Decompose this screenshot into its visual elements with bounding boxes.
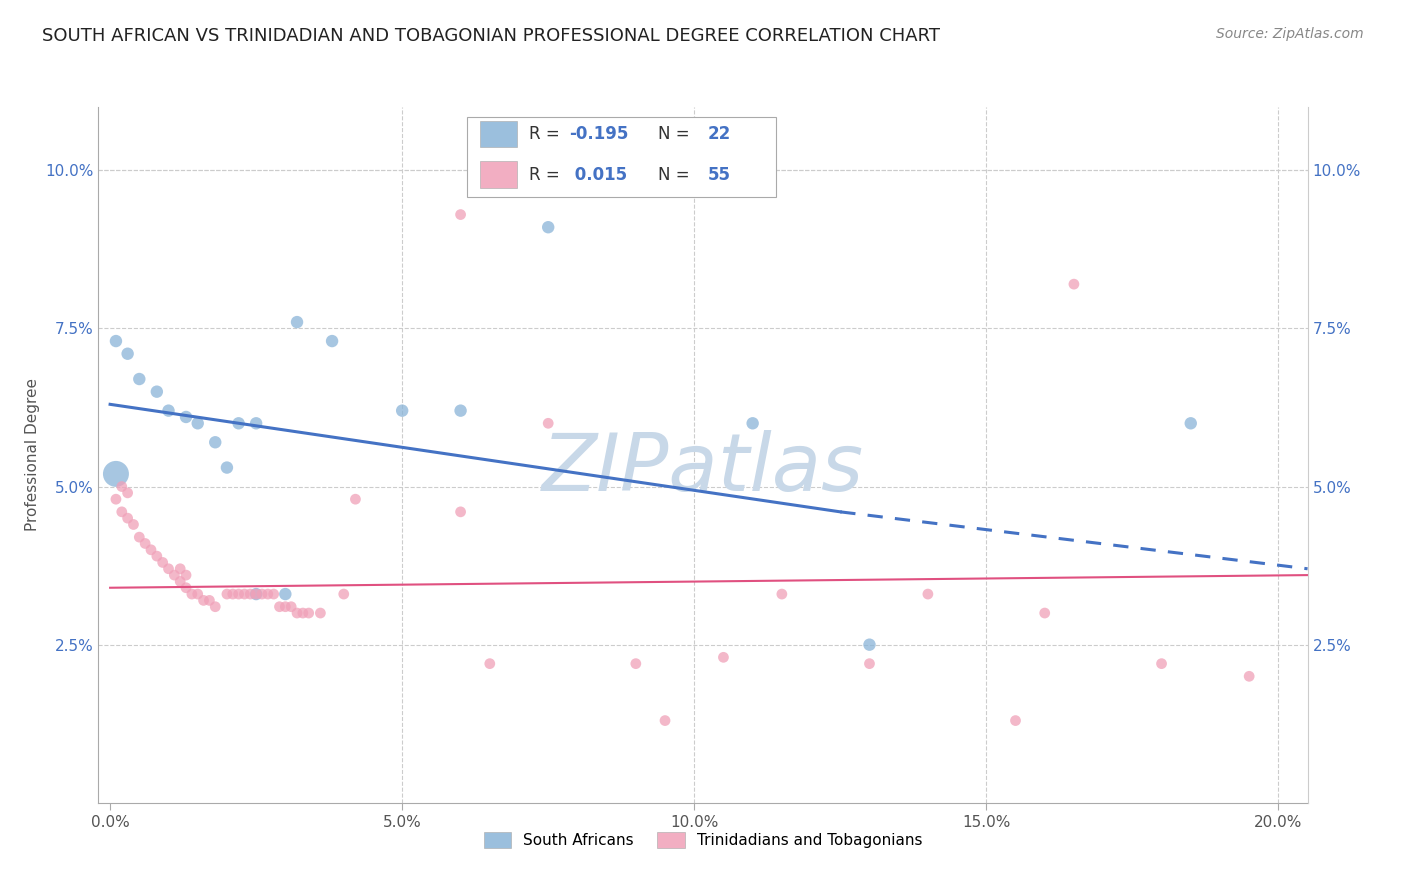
- Point: [146, 549, 169, 563]
- Point: [274, 587, 297, 601]
- Text: -0.195: -0.195: [569, 125, 628, 143]
- Point: [117, 511, 139, 525]
- FancyBboxPatch shape: [467, 118, 776, 197]
- Point: [309, 606, 332, 620]
- Point: [193, 593, 215, 607]
- Point: [344, 492, 367, 507]
- Point: [169, 562, 191, 576]
- Point: [104, 467, 127, 481]
- Point: [228, 417, 250, 431]
- Point: [450, 208, 472, 222]
- Point: [858, 638, 880, 652]
- Point: [332, 587, 354, 601]
- Point: [1150, 657, 1173, 671]
- Point: [274, 599, 297, 614]
- Point: [1237, 669, 1260, 683]
- Point: [1033, 606, 1056, 620]
- Point: [139, 542, 162, 557]
- Point: [537, 417, 560, 431]
- Point: [180, 587, 202, 601]
- Point: [146, 384, 169, 399]
- Point: [111, 505, 134, 519]
- Point: [111, 479, 134, 493]
- Point: [198, 593, 221, 607]
- Point: [391, 403, 413, 417]
- Point: [104, 492, 127, 507]
- Point: [250, 587, 273, 601]
- Text: SOUTH AFRICAN VS TRINIDADIAN AND TOBAGONIAN PROFESSIONAL DEGREE CORRELATION CHAR: SOUTH AFRICAN VS TRINIDADIAN AND TOBAGON…: [42, 27, 941, 45]
- Point: [1180, 417, 1202, 431]
- Point: [280, 599, 302, 614]
- Point: [291, 606, 314, 620]
- Point: [233, 587, 256, 601]
- Point: [245, 417, 267, 431]
- Point: [128, 530, 150, 544]
- Point: [134, 536, 156, 550]
- Point: [128, 372, 150, 386]
- Point: [917, 587, 939, 601]
- Point: [215, 460, 238, 475]
- Point: [157, 403, 180, 417]
- FancyBboxPatch shape: [479, 120, 516, 147]
- Text: R =: R =: [529, 125, 565, 143]
- Point: [204, 435, 226, 450]
- Point: [298, 606, 321, 620]
- Point: [450, 505, 472, 519]
- Point: [269, 599, 291, 614]
- Point: [858, 657, 880, 671]
- Point: [741, 417, 763, 431]
- Point: [222, 587, 245, 601]
- Point: [770, 587, 793, 601]
- Point: [174, 581, 197, 595]
- Point: [204, 599, 226, 614]
- Text: N =: N =: [658, 125, 695, 143]
- Point: [624, 657, 647, 671]
- Point: [285, 606, 308, 620]
- FancyBboxPatch shape: [479, 161, 516, 188]
- Y-axis label: Professional Degree: Professional Degree: [25, 378, 39, 532]
- Point: [1063, 277, 1085, 292]
- Text: N =: N =: [658, 166, 695, 184]
- Point: [713, 650, 735, 665]
- Text: Source: ZipAtlas.com: Source: ZipAtlas.com: [1216, 27, 1364, 41]
- Point: [163, 568, 186, 582]
- Point: [117, 486, 139, 500]
- Legend: South Africans, Trinidadians and Tobagonians: South Africans, Trinidadians and Tobagon…: [478, 825, 928, 855]
- Text: 22: 22: [707, 125, 731, 143]
- Point: [263, 587, 285, 601]
- Text: R =: R =: [529, 166, 565, 184]
- Point: [450, 403, 472, 417]
- Point: [122, 517, 145, 532]
- Point: [169, 574, 191, 589]
- Point: [187, 417, 209, 431]
- Point: [239, 587, 262, 601]
- Text: 0.015: 0.015: [569, 166, 627, 184]
- Point: [152, 556, 174, 570]
- Point: [215, 587, 238, 601]
- Point: [117, 347, 139, 361]
- Point: [478, 657, 501, 671]
- Point: [174, 409, 197, 424]
- Point: [256, 587, 278, 601]
- Point: [187, 587, 209, 601]
- Point: [285, 315, 308, 329]
- Point: [1004, 714, 1026, 728]
- Text: 55: 55: [707, 166, 731, 184]
- Text: ZIPatlas: ZIPatlas: [541, 430, 865, 508]
- Point: [157, 562, 180, 576]
- Point: [537, 220, 560, 235]
- Point: [228, 587, 250, 601]
- Point: [654, 714, 676, 728]
- Point: [174, 568, 197, 582]
- Point: [245, 587, 267, 601]
- Point: [245, 587, 267, 601]
- Point: [104, 334, 127, 348]
- Point: [321, 334, 343, 348]
